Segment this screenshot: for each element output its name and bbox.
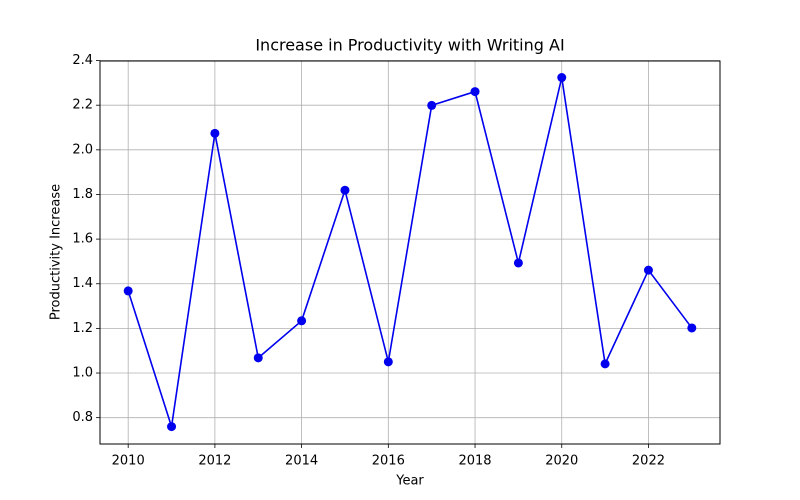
data-point [297, 316, 307, 326]
chart-title: Increase in Productivity with Writing AI [255, 36, 564, 55]
data-point [427, 100, 437, 110]
x-axis-label: Year [395, 474, 424, 489]
y-tick-label: 2.0 [72, 142, 93, 157]
y-tick-label: 1.0 [72, 366, 93, 381]
y-axis-label: Productivity Increase [49, 184, 64, 320]
data-point [340, 185, 350, 195]
plot-frame [99, 60, 721, 445]
data-point [513, 258, 523, 268]
y-tick-label: 1.6 [72, 232, 93, 247]
x-tick-label: 2020 [545, 454, 578, 469]
data-point [600, 359, 610, 369]
data-point [123, 286, 133, 296]
data-point [253, 353, 263, 363]
data-point [643, 265, 653, 275]
data-point [557, 73, 567, 83]
data-point [167, 422, 177, 432]
x-tick-label: 2014 [285, 454, 318, 469]
data-point [210, 128, 220, 138]
x-tick-label: 2018 [458, 454, 491, 469]
y-tick-label: 0.8 [72, 410, 93, 425]
data-point [470, 87, 480, 97]
x-tick-label: 2010 [112, 454, 145, 469]
data-point [383, 357, 393, 367]
y-tick-label: 1.2 [72, 321, 93, 336]
y-tick-label: 1.8 [72, 187, 93, 202]
x-tick-label: 2012 [198, 454, 231, 469]
y-tick-label: 1.4 [72, 276, 93, 291]
data-line [127, 77, 693, 427]
x-tick-label: 2022 [632, 454, 665, 469]
y-tick-label: 2.4 [72, 53, 93, 68]
x-tick-label: 2016 [372, 454, 405, 469]
data-point [687, 323, 697, 333]
y-tick-label: 2.2 [72, 98, 93, 113]
